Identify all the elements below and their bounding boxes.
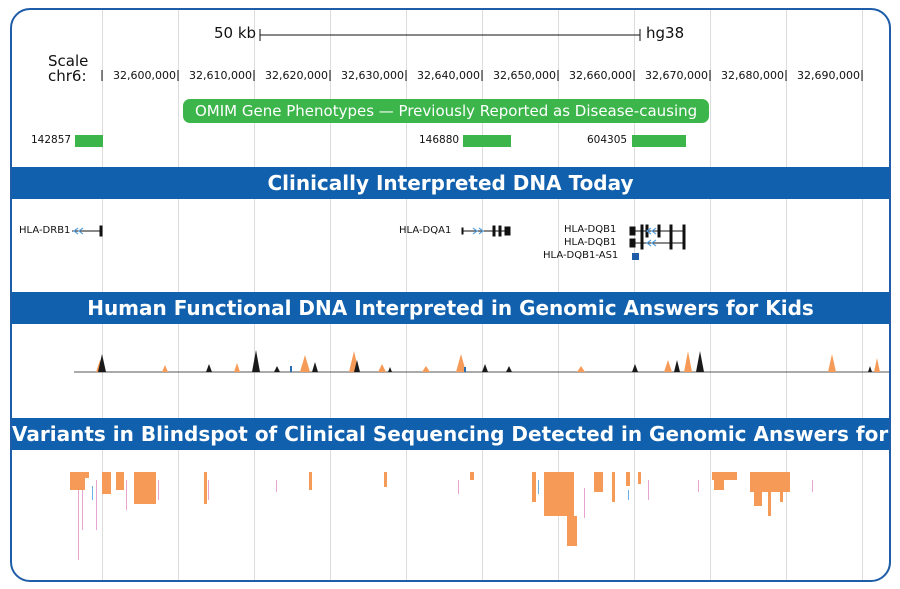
tick-label: 32,600,000: [113, 69, 176, 82]
scale-distance: 50 kb: [214, 24, 257, 42]
section-band-clinical: Clinically Interpreted DNA Today: [12, 167, 889, 199]
omim-id-label: 142857: [31, 134, 72, 146]
omim-track-title: OMIM Gene Phenotypes — Previously Report…: [183, 99, 710, 123]
scale-label: Scale: [48, 52, 89, 70]
functional-signal-track: [74, 350, 889, 373]
tick-label: 32,640,000: [417, 69, 480, 82]
omim-bar: [632, 135, 686, 147]
tick-label: 32,650,000: [493, 69, 556, 82]
gene-models: [72, 224, 686, 260]
tick-label: 32,630,000: [341, 69, 404, 82]
tick-label: 32,660,000: [569, 69, 632, 82]
omim-id-label: 604305: [587, 134, 628, 146]
omim-bar: [463, 135, 511, 147]
gene-label: HLA-DQA1: [399, 225, 452, 236]
variant-blocks-track: [70, 472, 813, 560]
position-ticks: [101, 70, 863, 81]
tick-label: 32,670,000: [645, 69, 708, 82]
tick-label: 32,680,000: [721, 69, 784, 82]
browser-frame: 50 kb hg38 Scale chr6: 32,600,000 32,610…: [10, 8, 891, 582]
assembly-label: hg38: [646, 24, 685, 42]
omim-id-label: 146880: [419, 134, 460, 146]
chrom-label: chr6:: [48, 67, 87, 85]
gene-label: HLA-DRB1: [19, 225, 71, 236]
tick-label: 32,610,000: [189, 69, 252, 82]
tick-label: 32,620,000: [265, 69, 328, 82]
gene-label: HLA-DQB1: [564, 237, 617, 248]
section-band-functional: Human Functional DNA Interpreted in Geno…: [12, 292, 889, 324]
section-band-variants: Variants in Blindspot of Clinical Sequen…: [12, 418, 889, 450]
omim-bar: [75, 135, 103, 147]
tick-label: 32,690,000: [797, 69, 860, 82]
gene-label: HLA-DQB1-AS1: [543, 250, 619, 261]
gene-label: HLA-DQB1: [564, 224, 617, 235]
scale-bar: [259, 29, 641, 41]
